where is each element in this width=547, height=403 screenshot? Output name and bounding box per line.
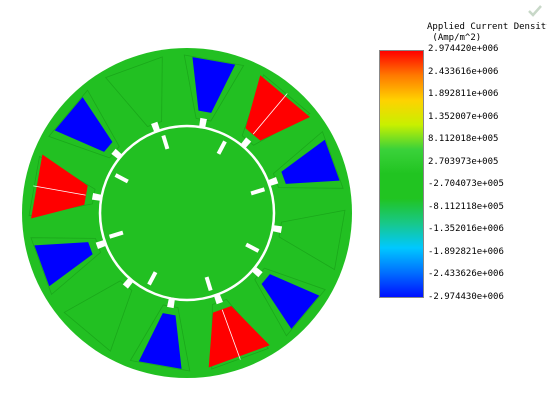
legend-tick-label: 2.433616e+006 <box>428 66 499 77</box>
legend-tick-label: -1.352016e+006 <box>428 224 504 235</box>
legend-tick-label: -2.974430e+006 <box>428 292 504 302</box>
legend-units: (Amp/m^2) <box>432 33 482 43</box>
legend-tick-label: 8.112018e+005 <box>428 134 499 145</box>
slot-opening <box>239 137 252 150</box>
slot-opening <box>91 193 103 202</box>
rotor-bar <box>204 276 213 292</box>
legend-tick-label: -1.892821e+006 <box>428 246 504 257</box>
legend-tick-label: 1.352007e+006 <box>428 111 499 122</box>
slot-opening <box>167 297 176 309</box>
checkmark-icon[interactable] <box>527 3 543 19</box>
slot-opening <box>151 121 161 134</box>
legend-tick-label: -2.704073e+005 <box>428 179 504 190</box>
coil-divider <box>33 185 86 196</box>
slot-opening <box>111 148 124 161</box>
coil-negative <box>54 97 113 152</box>
slot-opening <box>198 117 207 129</box>
coil-negative <box>138 313 182 369</box>
coil-positive <box>208 306 270 368</box>
slot-opening <box>122 276 135 289</box>
rotor-bar <box>114 173 129 184</box>
coil-divider <box>221 309 241 360</box>
slot-opening <box>250 265 263 278</box>
legend-tick-label: 2.703973e+005 <box>428 156 499 167</box>
motor-cross-section <box>22 48 352 378</box>
rotor-bar <box>245 242 260 253</box>
coil-negative <box>192 57 236 113</box>
coil-divider <box>252 93 288 135</box>
slot-opening <box>271 224 283 233</box>
slot-opening <box>266 177 279 187</box>
legend-tick-label: 2.974420e+006 <box>428 44 499 54</box>
coil-negative <box>261 274 320 329</box>
rotor-bar <box>216 140 227 155</box>
coil-negative <box>34 242 93 287</box>
legend-tick-label: -2.433626e+006 <box>428 269 504 280</box>
slot-opening <box>95 239 108 249</box>
color-legend-bar <box>379 50 424 298</box>
legend-tick-label: 1.892811e+006 <box>428 89 499 100</box>
slot-opening <box>213 292 223 305</box>
rotor-bar <box>161 134 170 150</box>
rotor-core <box>103 129 271 297</box>
legend-tick-label: -8.112118e+005 <box>428 201 504 212</box>
coil-negative <box>281 139 340 184</box>
rotor-bar <box>108 230 124 239</box>
air-gap <box>98 124 276 302</box>
legend-title: Applied Current Density (Amp/m^2) <box>427 22 547 44</box>
rotor-bar <box>250 187 266 196</box>
coil-positive <box>31 154 88 219</box>
rotor-bar <box>147 271 158 286</box>
legend-title-text: Applied Current Density <box>427 22 547 32</box>
